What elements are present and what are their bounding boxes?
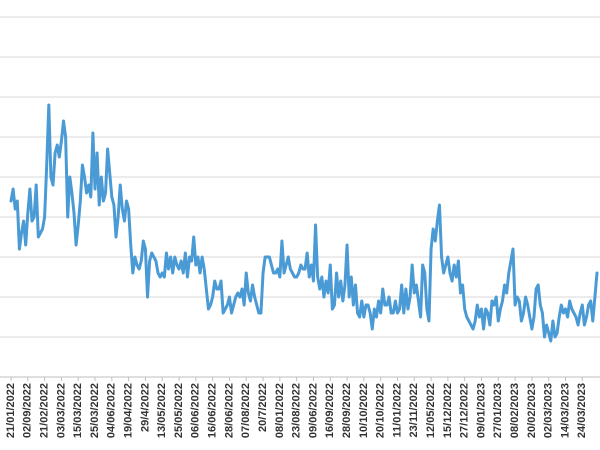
x-tick-label: 06/06/2022 bbox=[190, 383, 202, 438]
x-tick-label: 07/08/2022 bbox=[240, 383, 252, 438]
x-tick-label: 21/01/2022 bbox=[5, 383, 17, 438]
x-tick-label: 08/01/2022 bbox=[274, 383, 286, 438]
x-tick-label: 20/7/2022 bbox=[257, 383, 269, 432]
x-tick-label: 21/02/2022 bbox=[39, 383, 51, 438]
x-tick-label: 14/03/2023 bbox=[559, 383, 571, 438]
x-tick-label: 16/06/2022 bbox=[207, 383, 219, 438]
x-tick-label: 02/03/2023 bbox=[543, 383, 555, 438]
x-tick-label: 11/01/2022 bbox=[391, 383, 403, 437]
x-tick-label: 08/02/2023 bbox=[509, 383, 521, 438]
x-tick-label: 15/03/2022 bbox=[72, 383, 84, 438]
x-tick-label: 02/09/2022 bbox=[22, 383, 34, 438]
x-tick-label: 09/01/2023 bbox=[475, 383, 487, 438]
x-tick-label: 27/01/2023 bbox=[492, 383, 504, 438]
x-tick-label: 16/09/2022 bbox=[324, 383, 336, 438]
x-tick-label: 03/03/2022 bbox=[55, 383, 67, 438]
x-tick-label: 28/06/2022 bbox=[223, 383, 235, 438]
x-tick-label: 25/03/2022 bbox=[89, 383, 101, 438]
x-tick-label: 12/05/2022 bbox=[425, 383, 437, 438]
x-tick-label: 25/05/2022 bbox=[173, 383, 185, 438]
x-tick-label: 10/10/2022 bbox=[358, 383, 370, 438]
x-tick-label: 19/04/2022 bbox=[123, 383, 135, 438]
x-tick-label: 04/06/2022 bbox=[106, 383, 118, 438]
x-tick-label: 23/08/2022 bbox=[291, 383, 303, 438]
x-tick-label: 24/03/2023 bbox=[576, 383, 588, 438]
x-tick-label: 15/12/2022 bbox=[442, 383, 454, 438]
x-tick-label: 09/06/2022 bbox=[307, 383, 319, 438]
x-tick-label: 27/12/2022 bbox=[459, 383, 471, 438]
x-tick-label: 23/11/2022 bbox=[408, 383, 420, 437]
x-tick-label: 20/02/2023 bbox=[526, 383, 538, 438]
data-line bbox=[9, 103, 599, 343]
x-tick-label: 28/09/2022 bbox=[341, 383, 353, 438]
x-tick-label: 20/10/2022 bbox=[375, 383, 387, 438]
x-tick-label: 13/05/2022 bbox=[156, 383, 168, 438]
x-tick-label: 29/4/2022 bbox=[139, 383, 151, 432]
